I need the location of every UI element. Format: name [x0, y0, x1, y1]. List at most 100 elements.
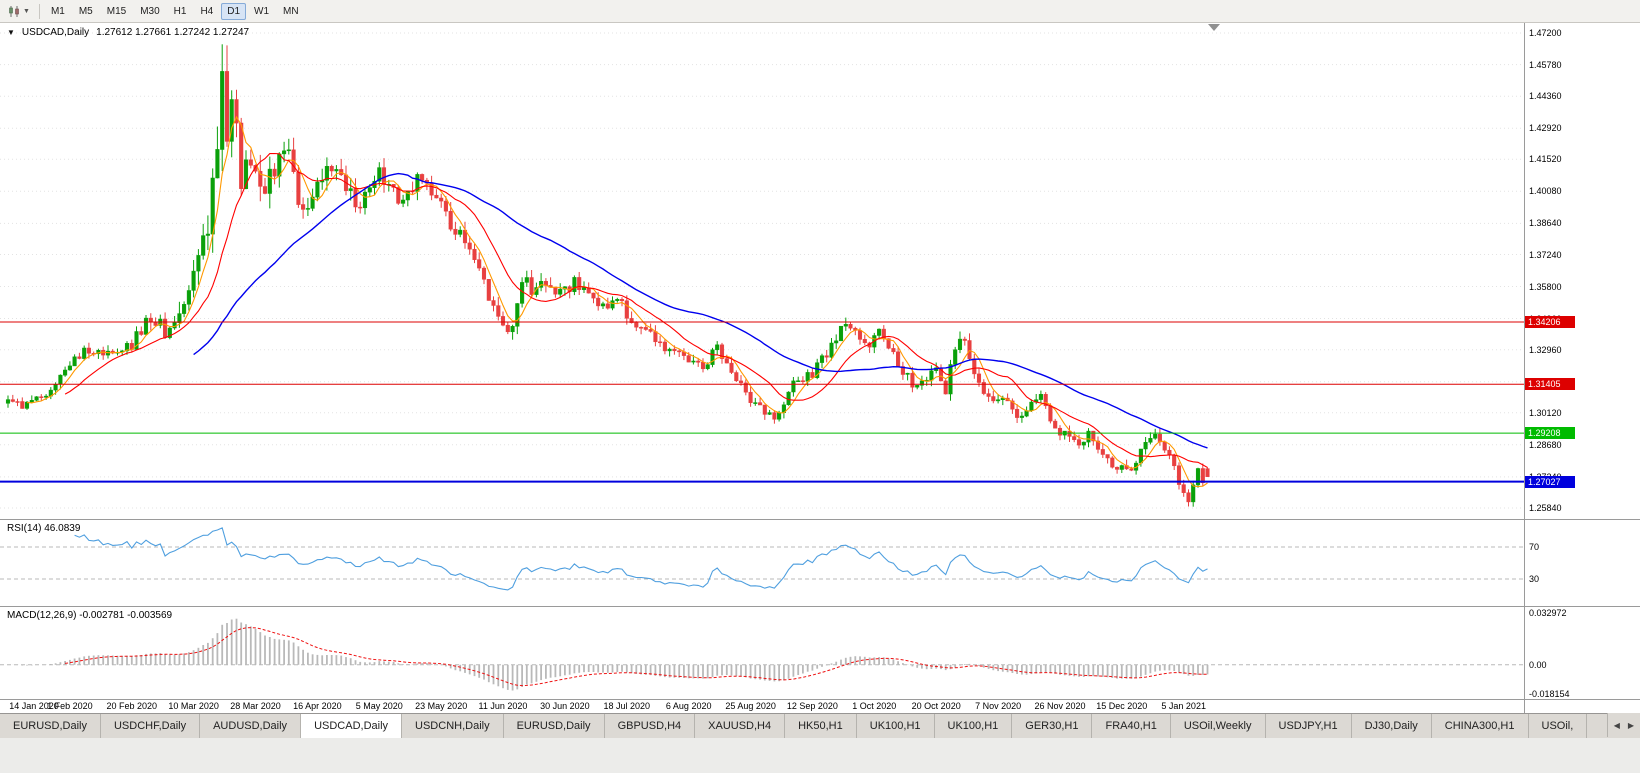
timeframe-button-mn[interactable]: MN — [283, 5, 299, 17]
panel-separator[interactable] — [0, 699, 1640, 700]
timeframe-button-h1[interactable]: H1 — [173, 5, 187, 17]
chart-tab-eurusd-daily[interactable]: EURUSD,Daily — [504, 714, 605, 738]
candle-body — [29, 400, 34, 403]
chart-tab-uk100-h1[interactable]: UK100,H1 — [857, 714, 935, 738]
chart-tab-dj30-daily[interactable]: DJ30,Daily — [1352, 714, 1432, 738]
panel-separator[interactable] — [0, 519, 1640, 520]
panel-separator[interactable] — [0, 606, 1640, 607]
chart-tab-usdcnh-daily[interactable]: USDCNH,Daily — [402, 714, 504, 738]
candle-body — [505, 324, 510, 333]
chart-tab-bar: EURUSD,Daily USDCHF,Daily AUDUSD,Daily USDC… — [0, 713, 1640, 738]
timeframe-button-h4[interactable]: H4 — [200, 5, 214, 17]
chart-tab-uk100-h1[interactable]: UK100,H1 — [935, 714, 1013, 738]
candle-body — [277, 153, 282, 177]
candle-body — [1129, 468, 1134, 471]
candle-body — [1095, 440, 1101, 450]
timeframe-button-m30[interactable]: M30 — [140, 5, 160, 17]
candle-body — [205, 233, 210, 236]
chart-tab-usdcad-daily[interactable]: USDCAD,Daily — [301, 714, 403, 738]
chart-tab-audusd-daily[interactable]: AUDUSD,Daily — [200, 714, 302, 738]
chart-tab-usoil-[interactable]: USOil, — [1529, 714, 1588, 738]
candle-body — [358, 206, 363, 209]
chart-tab-usoil-weekly[interactable]: USOil,Weekly — [1171, 714, 1266, 738]
price-tick-label: 1.28680 — [1529, 439, 1562, 450]
price-tick-label: 1.45780 — [1529, 59, 1562, 70]
candle-body — [791, 380, 796, 393]
price-chart-canvas[interactable] — [0, 22, 1524, 519]
timeframe-button-m15[interactable]: M15 — [106, 5, 127, 17]
candle-body — [724, 358, 729, 364]
candle-body — [196, 255, 201, 272]
rsi-canvas[interactable] — [0, 520, 1524, 606]
candle-body — [596, 297, 601, 307]
chart-tab-hk50-h1[interactable]: HK50,H1 — [785, 714, 857, 738]
candle-body — [710, 349, 715, 365]
candle-body — [515, 303, 520, 327]
candle-body — [886, 338, 891, 349]
candle-body — [301, 204, 306, 210]
candle-body — [829, 342, 834, 358]
timeframe-button-m1[interactable]: M1 — [50, 5, 65, 17]
chart-tab-xauusd-h4[interactable]: XAUUSD,H4 — [695, 714, 786, 738]
candle-body — [191, 270, 196, 291]
price-tick-label: 1.40080 — [1529, 186, 1562, 197]
tab-scroll-right-button[interactable]: ▶ — [1627, 720, 1634, 730]
chart-shift-marker[interactable] — [1208, 24, 1220, 31]
macd-canvas[interactable] — [0, 607, 1524, 699]
one-click-trading-toggle[interactable]: ▼ — [7, 28, 15, 37]
candle-body — [153, 322, 158, 326]
candle-body — [777, 412, 782, 420]
candle-body — [481, 267, 487, 280]
toolbar: ▼ M1 M5 M15 M30 H1 H4 D1 W1 MN — [0, 0, 1640, 23]
candle-body — [258, 170, 263, 187]
candle-body — [353, 188, 358, 208]
candle-body — [72, 356, 77, 367]
chart-tab-china300-h1[interactable]: CHINA300,H1 — [1432, 714, 1529, 738]
candle-body — [10, 399, 15, 402]
rsi-line — [74, 527, 1208, 591]
candle-body — [1143, 442, 1148, 450]
candle-body — [805, 372, 810, 382]
timeframe-button-m5[interactable]: M5 — [78, 5, 93, 17]
candle-body — [1195, 468, 1201, 486]
chart-tab-ger30-h1[interactable]: GER30,H1 — [1012, 714, 1093, 738]
candle-body — [705, 364, 710, 369]
price-tick-label: 1.41520 — [1529, 154, 1562, 165]
candle-body — [296, 171, 301, 205]
chart-tab-fra40-h1[interactable]: FRA40,H1 — [1092, 714, 1171, 738]
date-tick-label: 16 Apr 2020 — [293, 701, 342, 711]
date-tick-label: 11 Jun 2020 — [478, 701, 528, 711]
chart-tab-gbpusd-h4[interactable]: GBPUSD,H4 — [605, 714, 696, 738]
candle-body — [220, 71, 225, 150]
tab-scroll-arrows: ◀ ▶ — [1606, 713, 1640, 737]
timeframe-button-w1[interactable]: W1 — [254, 5, 270, 17]
candle-body — [838, 325, 844, 342]
tab-scroll-left-button[interactable]: ◀ — [1613, 720, 1620, 730]
chart-title: ▼ USDCAD,Daily 1.27612 1.27661 1.27242 1… — [7, 27, 249, 38]
chart-tab-eurusd-daily[interactable]: EURUSD,Daily — [0, 714, 101, 738]
candle-body — [1200, 468, 1205, 484]
candle-body — [738, 380, 744, 384]
price-level-badge: 1.27027 — [1525, 475, 1575, 488]
candle-body — [58, 374, 63, 385]
candle-body — [243, 159, 249, 189]
date-tick-label: 20 Feb 2020 — [106, 701, 158, 711]
candle-body — [248, 159, 253, 166]
chart-tab-usdjpy-h1[interactable]: USDJPY,H1 — [1266, 714, 1352, 738]
candle-body — [743, 382, 748, 393]
timeframe-button-d1[interactable]: D1 — [221, 2, 247, 20]
candle-body — [691, 360, 696, 363]
candle-body — [719, 344, 725, 359]
candle-body — [915, 385, 920, 388]
chart-type-button[interactable]: ▼ — [4, 4, 34, 19]
ma-line-13 — [64, 152, 1208, 468]
chart-tab-usdchf-daily[interactable]: USDCHF,Daily — [101, 714, 201, 738]
date-axis[interactable]: 14 Jan 2020 1 Feb 2020 20 Feb 2020 10 Mar 2… — [0, 700, 1524, 713]
candle-body — [624, 300, 629, 319]
candle-body — [877, 328, 882, 336]
candle-body — [686, 355, 691, 363]
price-axis[interactable]: 1.47200 1.45780 1.44360 1.42920 1.41520 1.400… — [1525, 22, 1640, 713]
candle-body — [524, 277, 529, 283]
candle-body — [529, 277, 534, 295]
date-tick-label: 1 Oct 2020 — [852, 701, 897, 711]
